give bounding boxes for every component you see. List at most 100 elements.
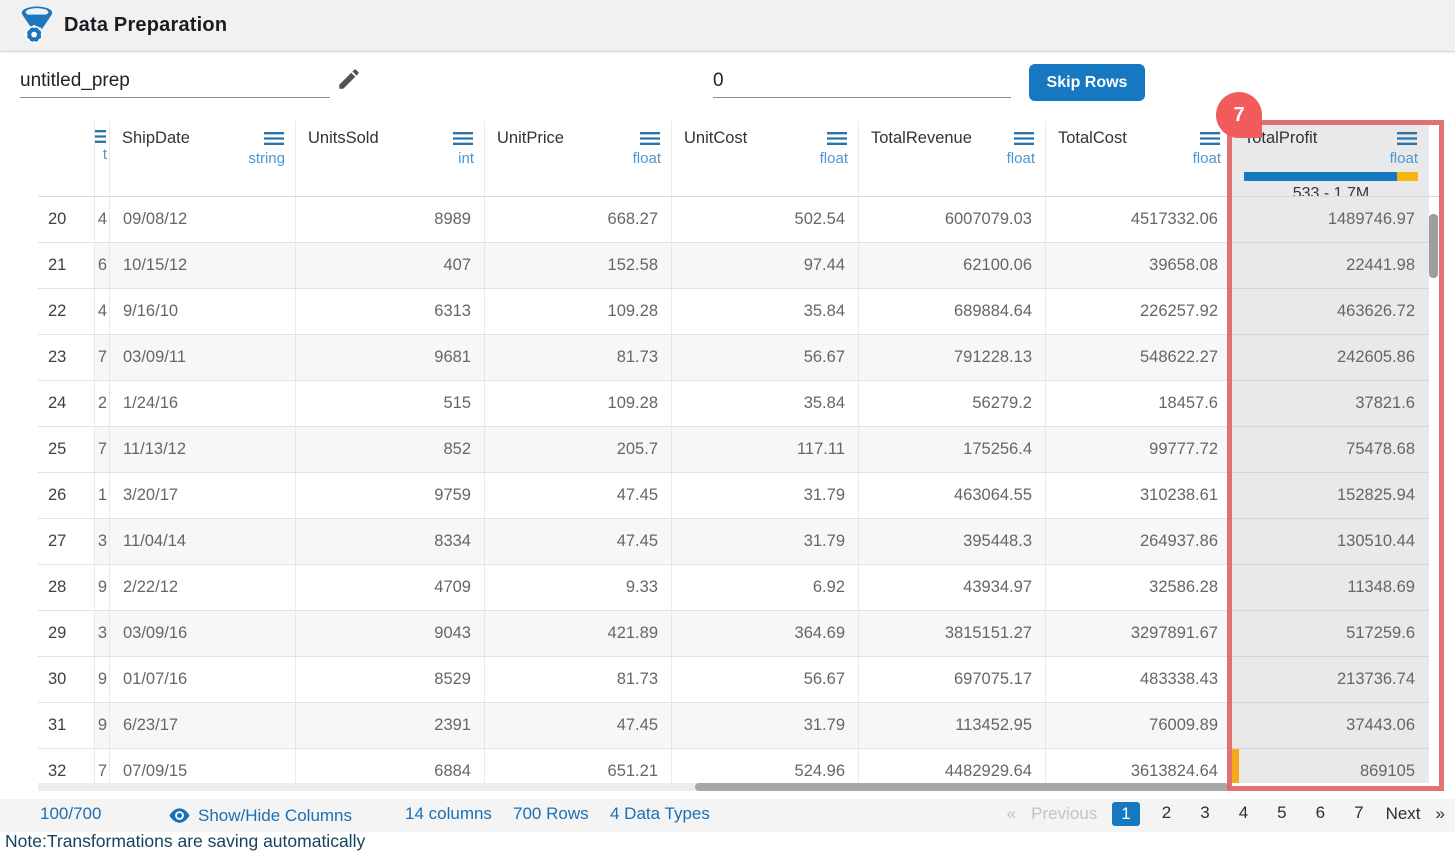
table-row: 23 7 03/09/11 9681 81.73 56.67 791228.13 548622…: [38, 335, 1440, 381]
column-header-totalrevenue[interactable]: TotalRevenue float: [859, 121, 1046, 196]
table-row: 32 7 07/09/15 6884 651.21 524.96 4482929.64 361…: [38, 749, 1440, 783]
column-range: 533 - 1.7M: [1292, 185, 1370, 196]
cell-totalprofit: 22441.98: [1232, 243, 1429, 289]
row-number: 28: [38, 565, 95, 611]
row-number-header: [38, 121, 95, 196]
column-header-totalcost[interactable]: TotalCost float: [1046, 121, 1232, 196]
column-menu-icon[interactable]: [1199, 131, 1221, 146]
edit-pencil-icon[interactable]: [336, 66, 362, 92]
cell-unitprice: 668.27: [485, 197, 672, 243]
previous-button[interactable]: Previous: [1031, 804, 1098, 823]
cell-shipdate: 01/07/16: [110, 657, 296, 703]
cell-totalprofit: 37821.6: [1232, 381, 1429, 427]
table-row: 27 3 11/04/14 8334 47.45 31.79 395448.3 264937.…: [38, 519, 1440, 565]
cell-unitssold: 8989: [296, 197, 485, 243]
cell-unitcost: 524.96: [672, 749, 859, 783]
column-menu-icon[interactable]: [1396, 131, 1418, 146]
cell-clipped: 3: [95, 611, 110, 657]
column-menu-icon[interactable]: [263, 131, 285, 146]
show-hide-columns-button[interactable]: Show/Hide Columns: [168, 804, 352, 827]
cell-totalprofit: 1489746.97: [1232, 197, 1429, 243]
page-button-6[interactable]: 6: [1315, 803, 1326, 822]
row-number: 27: [38, 519, 95, 565]
cell-unitssold: 8529: [296, 657, 485, 703]
skip-rows-button[interactable]: Skip Rows: [1029, 64, 1145, 101]
cell-clipped: 9: [95, 565, 110, 611]
page-button-4[interactable]: 4: [1238, 803, 1249, 822]
column-type: string: [248, 150, 285, 167]
column-name: ShipDate: [122, 129, 190, 147]
cell-shipdate: 10/15/12: [110, 243, 296, 289]
cell-totalprofit: 11348.69: [1232, 565, 1429, 611]
vertical-scrollbar-thumb[interactable]: [1429, 214, 1438, 278]
cell-unitprice: 81.73: [485, 657, 672, 703]
column-menu-icon[interactable]: [452, 131, 474, 146]
next-arrow[interactable]: »: [1435, 804, 1445, 823]
cell-totalcost: 483338.43: [1046, 657, 1232, 703]
column-type: float: [1389, 150, 1418, 167]
column-menu-icon[interactable]: [1013, 131, 1035, 146]
table-row: 20 4 09/08/12 8989 668.27 502.54 6007079.03 451…: [38, 197, 1440, 243]
horizontal-scrollbar-thumb[interactable]: [695, 783, 1229, 791]
pagination: « Previous 1 2 3 4 5 6 7 Next »: [1007, 802, 1445, 826]
cell-totalrevenue: 113452.95: [859, 703, 1046, 749]
cell-totalrevenue: 56279.2: [859, 381, 1046, 427]
row-number: 22: [38, 289, 95, 335]
column-header-unitssold[interactable]: UnitsSold int: [296, 121, 485, 196]
cell-unitssold: 6313: [296, 289, 485, 335]
column-header-shipdate[interactable]: ShipDate string: [110, 121, 296, 196]
column-menu-icon[interactable]: [826, 131, 848, 146]
cell-totalrevenue: 3815151.27: [859, 611, 1046, 657]
cell-totalcost: 226257.92: [1046, 289, 1232, 335]
eye-icon: [169, 808, 190, 823]
cell-totalrevenue: 43934.97: [859, 565, 1046, 611]
cell-totalrevenue: 62100.06: [859, 243, 1046, 289]
cell-shipdate: 07/09/15: [110, 749, 296, 783]
cell-totalcost: 39658.08: [1046, 243, 1232, 289]
column-menu-icon[interactable]: [639, 131, 661, 146]
page-button-3[interactable]: 3: [1200, 803, 1210, 822]
row-number: 23: [38, 335, 95, 381]
cell-totalcost: 99777.72: [1046, 427, 1232, 473]
row-number: 32: [38, 749, 95, 783]
data-table: t ShipDate string UnitsSold int UnitPrice floa…: [38, 121, 1440, 783]
cell-unitprice: 109.28: [485, 381, 672, 427]
column-name: UnitPrice: [497, 129, 564, 147]
cell-clipped: 1: [95, 473, 110, 519]
cell-unitcost: 56.67: [672, 335, 859, 381]
cell-totalcost: 310238.61: [1046, 473, 1232, 519]
column-menu-icon[interactable]: [95, 129, 107, 144]
cell-clipped: 7: [95, 749, 110, 783]
cell-totalprofit: 242605.86: [1232, 335, 1429, 381]
cell-unitprice: 9.33: [485, 565, 672, 611]
app-header: Data Preparation: [0, 0, 1455, 52]
next-button[interactable]: Next: [1385, 804, 1421, 823]
cell-unitssold: 407: [296, 243, 485, 289]
previous-arrow[interactable]: «: [1006, 804, 1017, 823]
horizontal-scrollbar-track[interactable]: [38, 783, 1229, 791]
cell-shipdate: 03/09/16: [110, 611, 296, 657]
page-button-2[interactable]: 2: [1161, 803, 1172, 822]
table-row: 28 9 2/22/12 4709 9.33 6.92 43934.97 32586.28 11…: [38, 565, 1440, 611]
cell-totalrevenue: 697075.17: [859, 657, 1046, 703]
prep-name-input[interactable]: [20, 64, 330, 98]
column-header-unitcost[interactable]: UnitCost float: [672, 121, 859, 196]
cell-totalcost: 32586.28: [1046, 565, 1232, 611]
cell-shipdate: 3/20/17: [110, 473, 296, 519]
column-header-totalprofit[interactable]: TotalProfit float 533 - 1.7M: [1232, 121, 1429, 196]
value-distribution-bar: [1244, 172, 1418, 181]
data-types-count: 4 Data Types: [610, 804, 710, 823]
skip-rows-input[interactable]: [713, 64, 1011, 98]
cell-clipped: 7: [95, 427, 110, 473]
cell-shipdate: 9/16/10: [110, 289, 296, 335]
page-button-1[interactable]: 1: [1112, 802, 1140, 826]
page-button-7[interactable]: 7: [1354, 803, 1364, 822]
page-button-5[interactable]: 5: [1277, 803, 1287, 822]
cell-unitssold: 9681: [296, 335, 485, 381]
column-name: TotalProfit: [1244, 129, 1318, 147]
cell-totalrevenue: 395448.3: [859, 519, 1046, 565]
column-header-unitprice[interactable]: UnitPrice float: [485, 121, 672, 196]
cell-totalcost: 76009.89: [1046, 703, 1232, 749]
cell-clipped: 4: [95, 197, 110, 243]
row-number: 24: [38, 381, 95, 427]
